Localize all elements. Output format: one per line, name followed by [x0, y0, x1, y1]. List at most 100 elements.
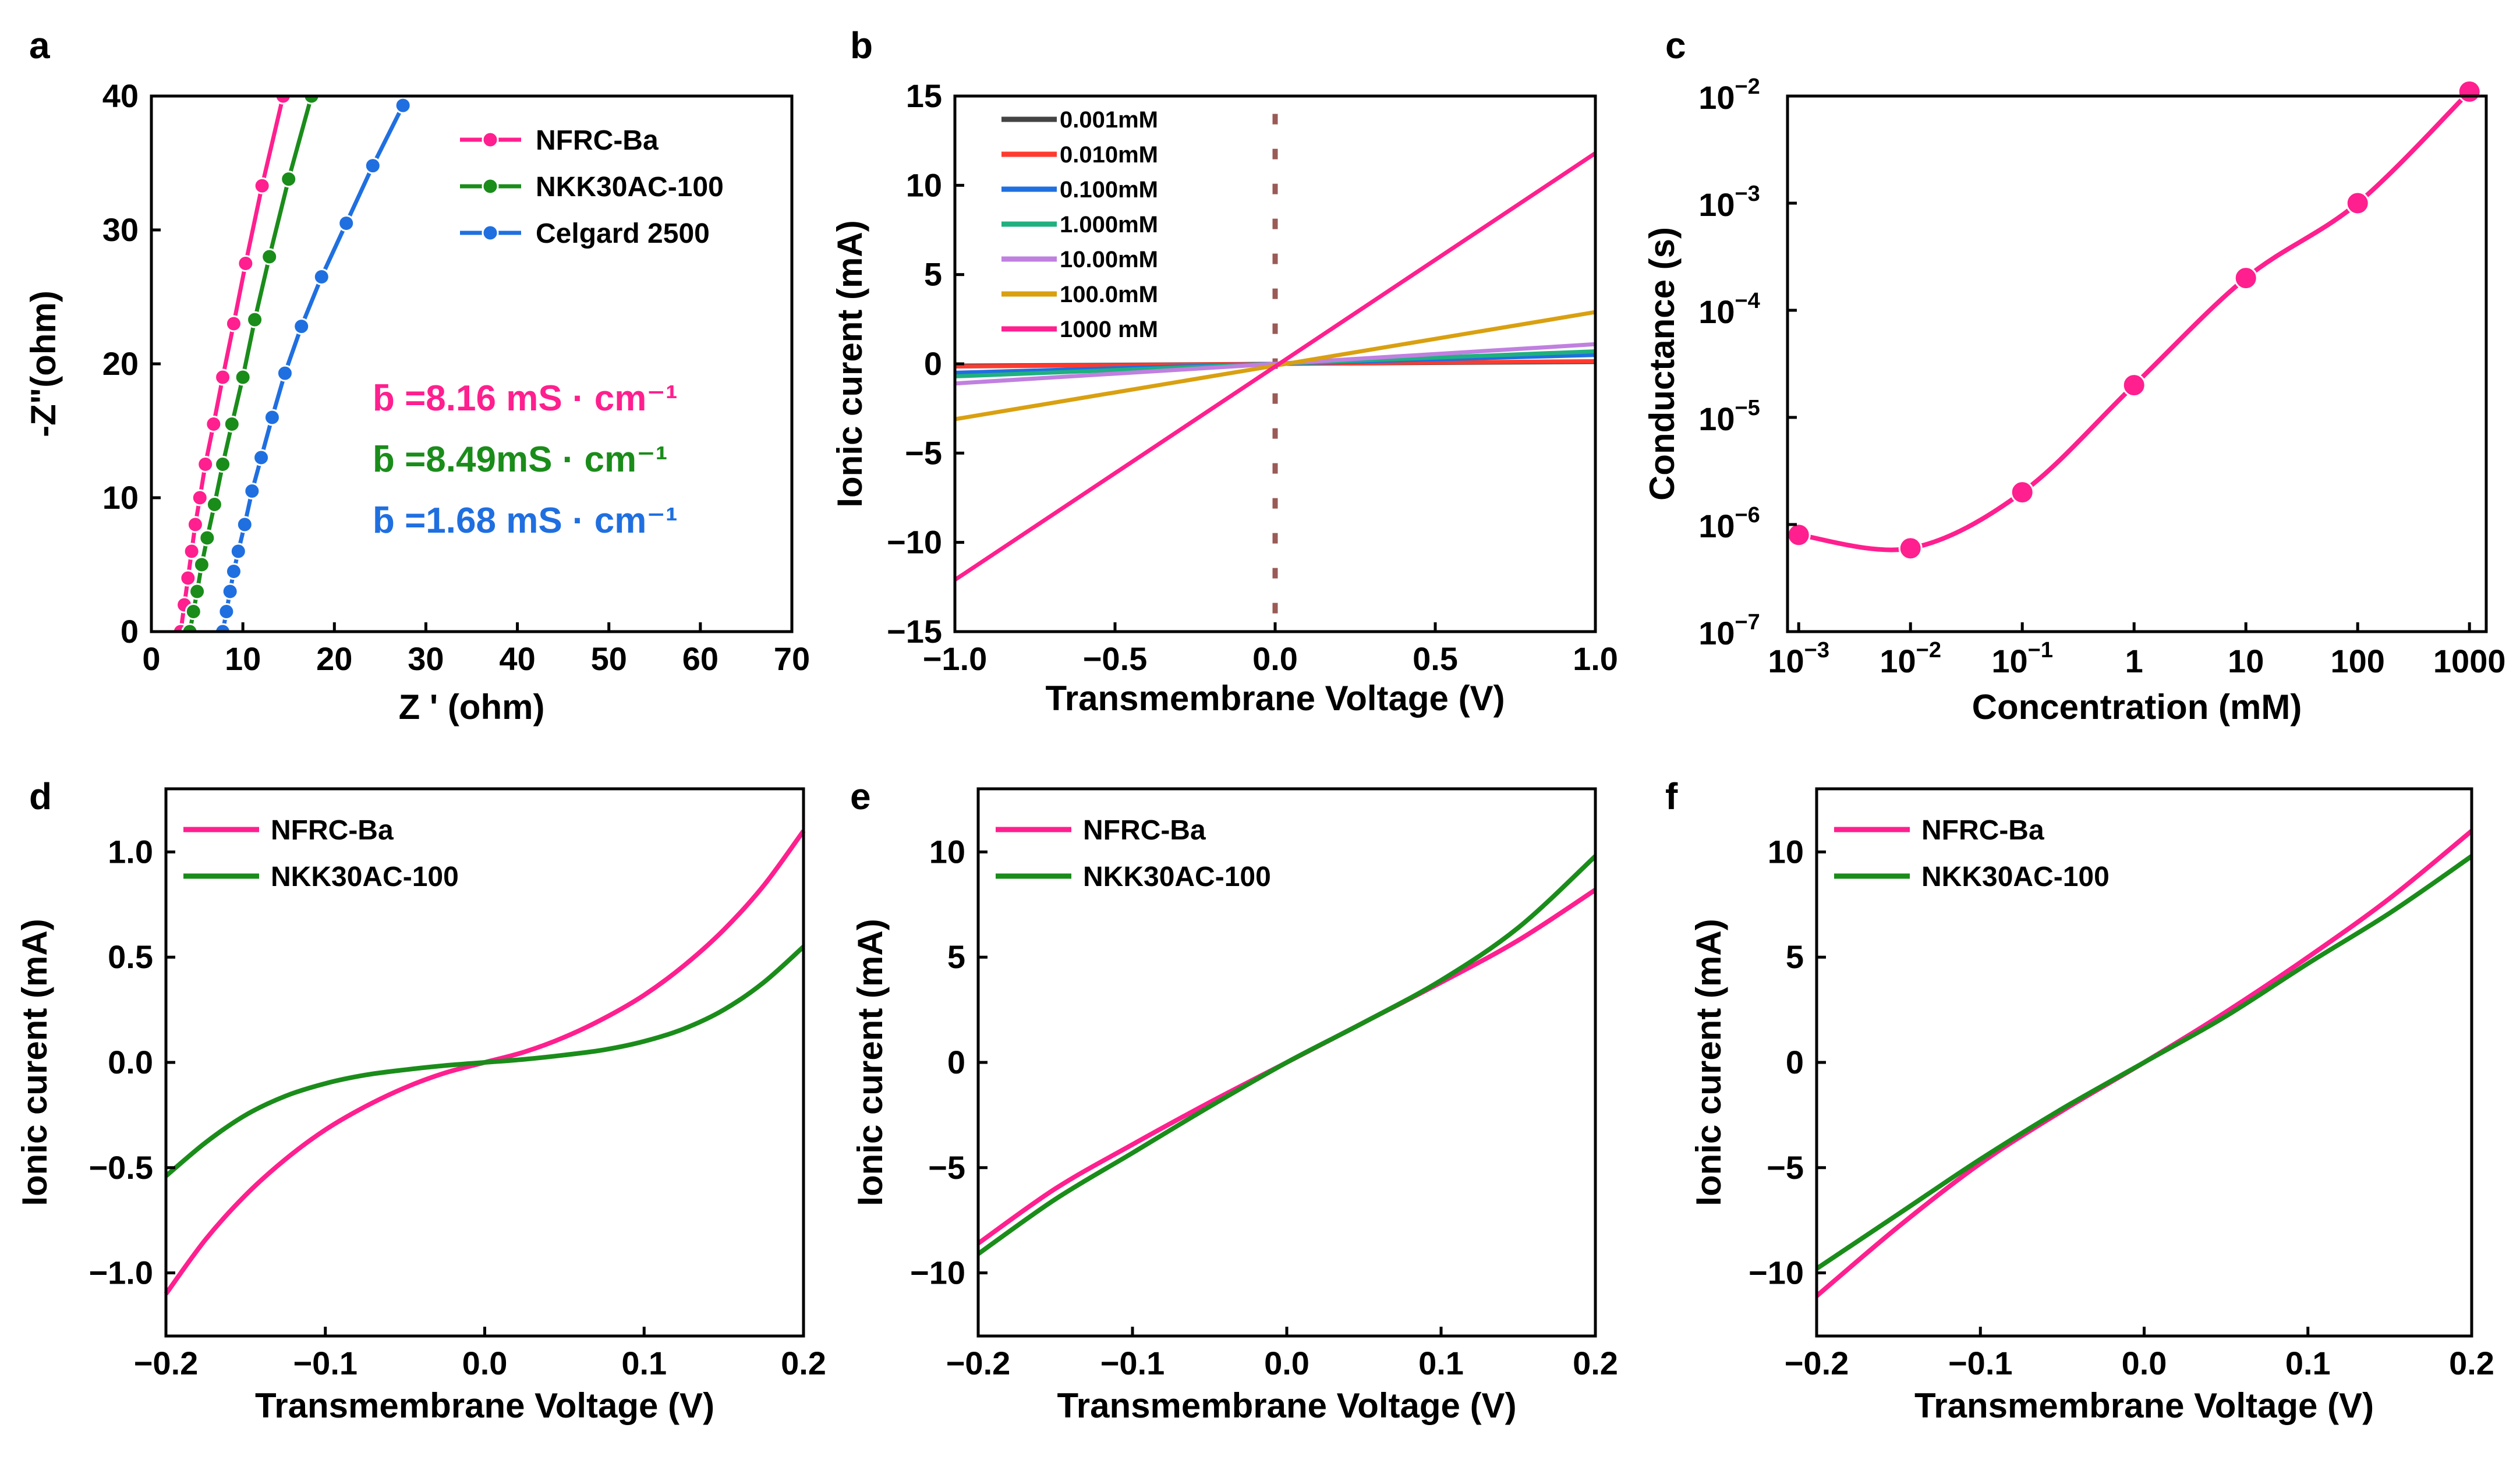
- y-tick-label: 0: [121, 613, 139, 650]
- y-tick-label: 40: [102, 77, 139, 114]
- data-point: [193, 556, 210, 573]
- x-tick-label: 70: [774, 640, 810, 677]
- data-point: [1898, 536, 1923, 561]
- data-point: [280, 171, 298, 188]
- y-tick-label: 10−7: [1698, 610, 1760, 651]
- data-point: [293, 318, 310, 335]
- y-tick-label: 5: [924, 256, 942, 293]
- data-point: [313, 268, 330, 285]
- x-tick-label: 30: [408, 640, 444, 677]
- y-tick-label: −10: [910, 1255, 965, 1291]
- data-point: [205, 416, 222, 433]
- data-point: [197, 456, 214, 473]
- x-tick-label: −0.1: [293, 1345, 358, 1381]
- y-tick-label: 10−3: [1698, 182, 1760, 223]
- data-point: [199, 529, 216, 547]
- data-point: [394, 97, 412, 114]
- x-tick-label: 1.0: [1573, 640, 1618, 677]
- data-point: [181, 623, 199, 632]
- x-tick-label: 10: [225, 640, 261, 677]
- y-tick-label: 10: [1768, 833, 1804, 870]
- chart-c: 10−3 10−2 10−1 1 10 100 1000 10−7 10−6 10−5 10−4 10…: [1643, 75, 2505, 727]
- panel-letter-f: f: [1665, 775, 1678, 817]
- x-tick-label: 0.0: [462, 1345, 508, 1381]
- x-axis-label: Concentration (mM): [1972, 688, 2302, 727]
- data-point: [221, 583, 239, 600]
- x-tick-label: 0.0: [1264, 1345, 1309, 1381]
- y-axis-label: -Z"(ohm): [24, 290, 63, 437]
- data-point: [2234, 266, 2258, 290]
- x-axis-label: Z ' (ohm): [399, 688, 545, 727]
- x-tick-label: −0.1: [1100, 1345, 1165, 1381]
- data-point: [246, 311, 264, 328]
- y-tick-label: 1.0: [108, 833, 153, 870]
- plot-frame-c: [1786, 94, 2488, 633]
- data-point: [364, 157, 381, 175]
- data-point: [183, 543, 200, 560]
- series-line-nkk30ac-100: [1815, 854, 2473, 1271]
- y-tick-label: −15: [887, 613, 942, 650]
- x-tick-label: −1.0: [923, 640, 988, 677]
- legend-label: NKK30AC-100: [1083, 862, 1271, 892]
- legend-label: NFRC-Ba: [1083, 815, 1206, 846]
- data-point: [298, 35, 313, 50]
- data-point: [243, 483, 261, 499]
- x-tick-label: 10−2: [1880, 638, 1941, 679]
- x-axis-label: Transmembrane Voltage (V): [1045, 679, 1505, 718]
- y-axis-label: Ionic curent (mA): [851, 919, 890, 1206]
- data-point: [186, 516, 204, 533]
- conductivity-annotation: ƃ =8.49mS · cm⁻¹: [373, 440, 668, 480]
- x-tick-label: 0.1: [1418, 1345, 1464, 1381]
- x-tick-label: 0.0: [2122, 1345, 2167, 1381]
- series-line: [221, 104, 405, 632]
- series-line-nkk30ac-100: [976, 854, 1597, 1256]
- data-point: [253, 177, 271, 194]
- data-point: [2457, 79, 2482, 104]
- x-tick-label: 0.1: [2285, 1345, 2331, 1381]
- series-line-1000mM: [954, 151, 1597, 582]
- x-tick-label: 20: [316, 640, 352, 677]
- x-axis-label: Transmembrane Voltage (V): [1057, 1386, 1516, 1425]
- legend-label: NFRC-Ba: [271, 815, 394, 846]
- data-point: [206, 496, 223, 513]
- data-point: [236, 516, 253, 533]
- y-tick-label: 10: [929, 833, 965, 870]
- legend-label: NFRC-Ba: [1921, 815, 2044, 846]
- y-tick-label: 0.0: [108, 1044, 153, 1080]
- x-tick-label: 0.5: [1413, 640, 1458, 677]
- y-tick-label: −5: [905, 434, 942, 471]
- chart-a: 0 10 20 30 40 50 60 70 0 10 20 30 40 Z ' (ohm) -Z"(ohm…: [24, 35, 810, 727]
- panel-letter-e: e: [850, 775, 871, 817]
- x-tick-label: −0.2: [946, 1345, 1011, 1381]
- legend-label: 10.00mM: [1060, 247, 1158, 272]
- x-tick-label: −0.5: [1083, 640, 1148, 677]
- data-point: [274, 96, 292, 105]
- x-tick-label: 0.2: [2449, 1345, 2494, 1381]
- x-tick-label: 10−1: [1991, 638, 2053, 679]
- series-line: [178, 96, 286, 632]
- y-tick-label: 10: [906, 166, 942, 203]
- x-tick-label: −0.1: [1948, 1345, 2013, 1381]
- data-point: [189, 583, 206, 600]
- legend-label: 0.001mM: [1060, 107, 1158, 133]
- legend-label: 1.000mM: [1060, 212, 1158, 238]
- panel-letter-d: d: [29, 775, 52, 817]
- conductivity-annotation: ƃ =1.68 mS · cm⁻¹: [373, 501, 678, 541]
- legend-marker: [482, 178, 499, 195]
- chart-b: −1.0 −0.5 0.0 0.5 1.0 −15 −10 −5 0 5 10 15 Transmemb…: [830, 77, 1618, 718]
- x-tick-label: 10: [2228, 643, 2264, 679]
- data-point: [1786, 523, 1811, 547]
- y-tick-label: 10−2: [1698, 75, 1760, 116]
- data-point: [214, 623, 232, 632]
- y-tick-label: 15: [906, 77, 942, 114]
- y-tick-label: 10: [102, 479, 139, 516]
- x-tick-label: 0: [142, 640, 160, 677]
- conductance-curve: [1798, 90, 2472, 552]
- x-tick-label: 0.2: [781, 1345, 826, 1381]
- data-point: [223, 416, 240, 433]
- y-tick-label: −5: [1767, 1149, 1804, 1186]
- y-tick-label: −1.0: [89, 1255, 153, 1291]
- legend-label: NFRC-Ba: [536, 125, 659, 156]
- data-point: [185, 603, 202, 620]
- x-tick-label: 1: [2125, 643, 2143, 679]
